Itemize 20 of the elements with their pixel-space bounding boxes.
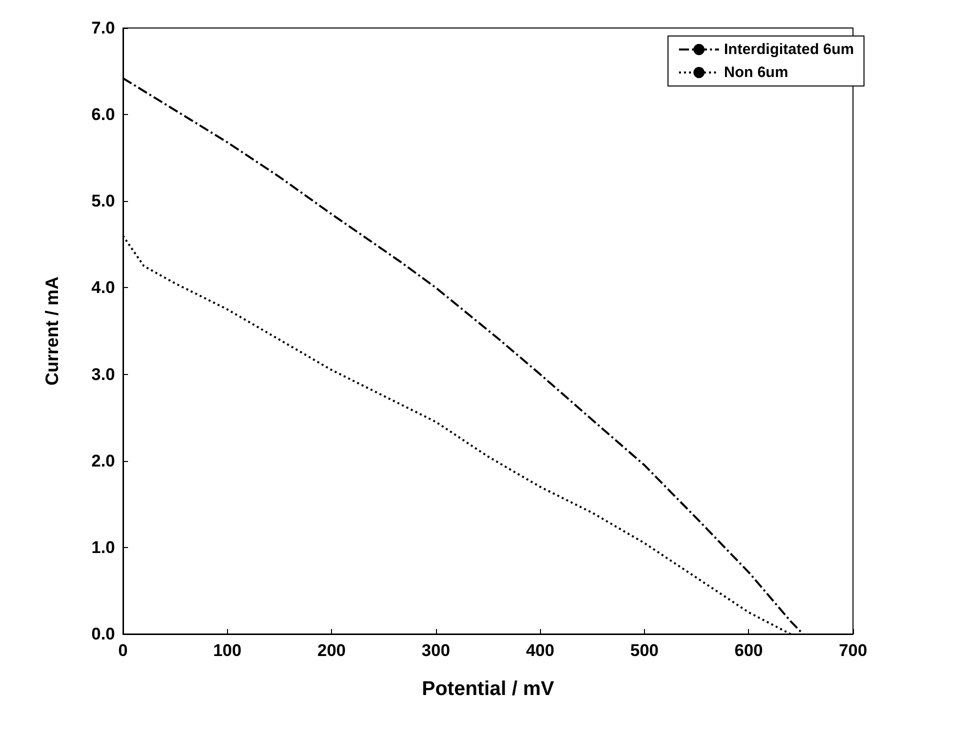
x-tick-label: 200 (317, 641, 346, 660)
y-tick-label: 3.0 (91, 364, 115, 384)
y-tick-label: 7.0 (91, 18, 115, 38)
y-tick-label: 6.0 (91, 105, 115, 124)
x-tick-label: 500 (630, 641, 659, 660)
y-tick-label: 0.0 (91, 624, 115, 644)
x-tick-label: 600 (734, 641, 763, 660)
x-tick-label: 0 (118, 641, 128, 660)
legend-label: Interdigitated 6um (724, 41, 854, 58)
y-axis-title: Current / mA (42, 276, 62, 386)
y-tick-label: 5.0 (91, 192, 115, 211)
x-axis-title: Potential / mV (422, 678, 555, 700)
x-tick-label: 300 (422, 641, 450, 660)
x-tick-label: 100 (213, 641, 242, 660)
legend-label: Non 6um (724, 64, 788, 81)
y-tick-label: 1.0 (91, 538, 115, 557)
x-tick-label: 400 (526, 641, 554, 660)
x-tick-label: 700 (838, 641, 868, 660)
y-tick-label: 4.0 (91, 278, 115, 298)
y-tick-label: 2.0 (91, 451, 115, 470)
